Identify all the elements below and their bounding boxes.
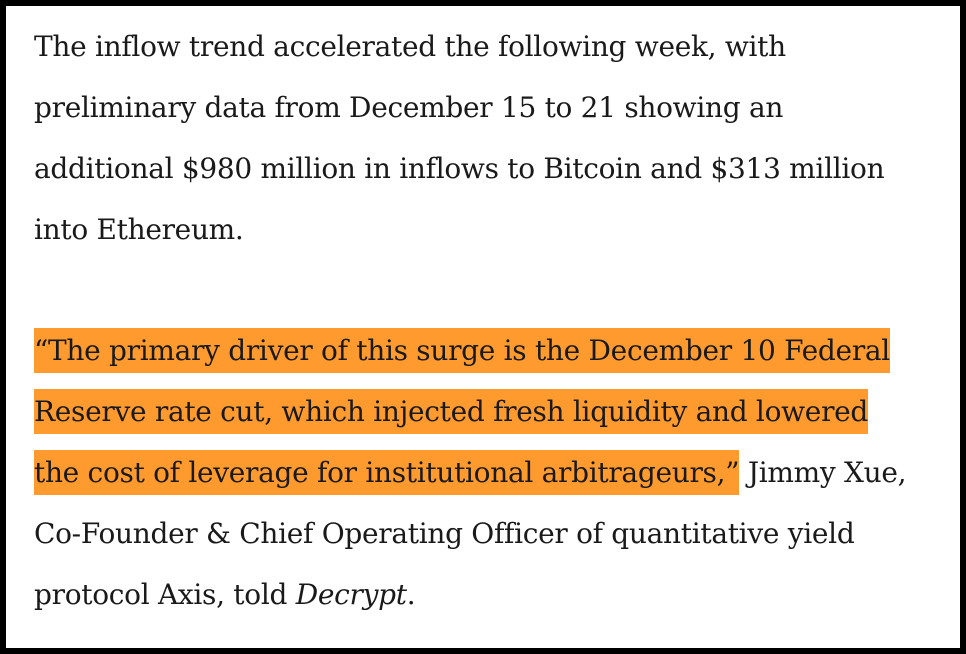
paragraph-line: additional $980 million in inflows to Bi… (34, 152, 885, 185)
paragraph-line: The inflow trend accelerated the followi… (34, 30, 786, 63)
highlighted-quote-text: “The primary driver of this surge is the… (34, 328, 890, 373)
paragraph-inflow-trend: The inflow trend accelerated the followi… (34, 16, 954, 260)
attribution-suffix: . (406, 578, 416, 611)
quote-attribution-name: Jimmy Xue, (739, 456, 907, 489)
paragraph-quote: “The primary driver of this surge is the… (34, 320, 954, 625)
paragraph-line: into Ethereum. (34, 213, 244, 246)
highlighted-quote-text: Reserve rate cut, which injected fresh l… (34, 389, 868, 434)
paragraph-line: preliminary data from December 15 to 21 … (34, 91, 784, 124)
publication-name: Decrypt (295, 578, 407, 611)
quote-attribution-source: protocol Axis, told Decrypt. (34, 564, 954, 625)
paragraph-spacer (34, 260, 954, 320)
article-body: The inflow trend accelerated the followi… (34, 16, 954, 625)
quote-line: the cost of leverage for institutional a… (34, 442, 954, 503)
quote-attribution-title: Co-Founder & Chief Operating Officer of … (34, 517, 855, 550)
highlighted-quote-text: the cost of leverage for institutional a… (34, 450, 740, 495)
attribution-prefix: protocol Axis, told (34, 578, 296, 611)
quote-line: Reserve rate cut, which injected fresh l… (34, 381, 954, 442)
quote-line: “The primary driver of this surge is the… (34, 320, 954, 381)
